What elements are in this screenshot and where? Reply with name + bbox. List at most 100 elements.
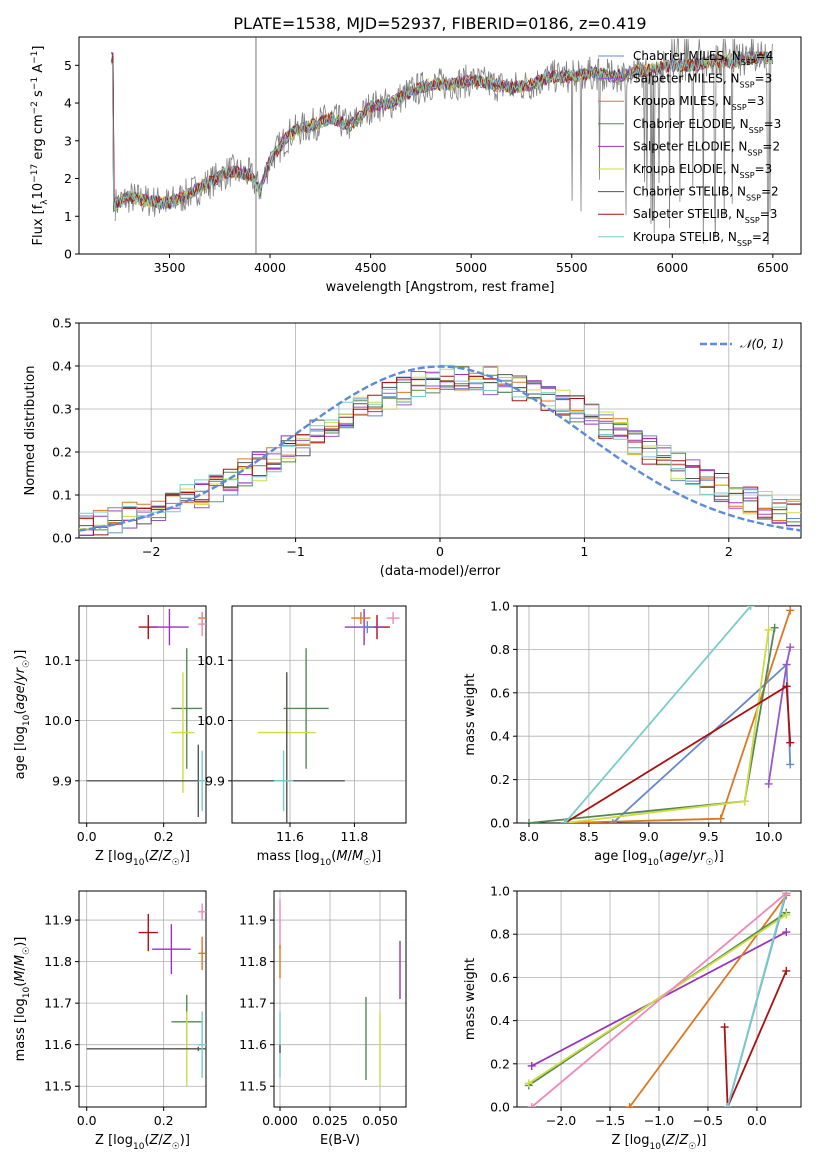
weight-marker	[770, 623, 779, 632]
x-tick-label: 5500	[556, 260, 588, 275]
x-tick-label: −0.5	[693, 1113, 723, 1128]
x-tick-label: 8.0	[519, 829, 539, 844]
label-part: yr	[13, 666, 28, 682]
y-tick-label: 10.0	[197, 713, 225, 728]
label-part: Z	[149, 849, 160, 864]
chart-massweight_vs_Z: −2.0 −1.5 −1.0 −0.5 0.0 0.0 0.2 0.4 0.6 0.8 1.0 Z […	[463, 884, 802, 1152]
legend-sub: SSP	[740, 171, 755, 180]
y-tick-label: 0.2	[52, 445, 72, 460]
weight-marker	[746, 606, 755, 610]
y-tick-label: 11.6	[44, 1037, 72, 1052]
x-tick-label: 0.2	[154, 1113, 174, 1128]
weight-marker	[786, 760, 795, 769]
legend-tail: =4	[756, 49, 774, 63]
y-tick-label: 0.6	[490, 685, 510, 700]
x-tick-label: −2.0	[546, 1113, 576, 1128]
legend-tail: =2	[761, 185, 779, 199]
x-axis-label: Z [log10(Z/Z☉)]	[95, 849, 190, 868]
chart-spectrum: 3500 4000 4500 5000 5500 6000 6500 0 1 2 3 4 5 wavele…	[30, 36, 802, 295]
plot-area	[86, 903, 206, 1087]
plot-area	[279, 899, 401, 1087]
legend-tail: =3	[747, 94, 765, 108]
x-tick-label: 5000	[455, 260, 487, 275]
y-axis-label: Normed distribution	[23, 366, 38, 496]
y-tick-label: 0	[64, 247, 72, 262]
y-tick-label: 9.9	[52, 773, 72, 788]
weight-marker	[786, 738, 795, 747]
label-part: age	[664, 849, 688, 864]
weight-line	[564, 606, 752, 823]
weight-marker	[527, 1061, 536, 1070]
x-axis-label: wavelength [Angstrom, rest frame]	[326, 280, 555, 295]
label-part: /	[158, 1133, 163, 1148]
label-part: A	[31, 64, 46, 77]
label-part: Z	[678, 1133, 689, 1148]
y-tick-label: 3	[64, 133, 72, 148]
axes-frame	[231, 605, 407, 824]
legend-sub: SSP	[747, 148, 762, 157]
legend-text: Salpeter STELIB, N	[633, 207, 745, 221]
label-part: 10	[22, 986, 32, 998]
y-tick-label: 11.8	[44, 954, 72, 969]
legend-text: Kroupa ELODIE, N	[633, 162, 740, 176]
legend-entry: Salpeter ELODIE, NSSP=2	[633, 139, 780, 157]
weight-marker	[740, 797, 749, 806]
legend-tail: =3	[760, 207, 778, 221]
y-axis-label: mass weight	[463, 673, 478, 755]
y-tick-label: 10.0	[44, 713, 72, 728]
label-part: Z	[149, 1133, 160, 1148]
weight-marker	[786, 643, 795, 652]
y-tick-label: 1.0	[490, 599, 510, 614]
legend-text: Chabrier STELIB, N	[633, 185, 746, 199]
y-tick-label: 5	[64, 58, 72, 73]
label-part: )]	[371, 849, 381, 864]
label-part: (	[661, 1133, 666, 1148]
label-part: ☉	[363, 858, 371, 868]
x-axis-label: (data-model)/error	[380, 564, 501, 579]
legend-tail: =3	[755, 72, 773, 86]
legend-sub: SSP	[741, 58, 756, 67]
label-part: Z	[162, 849, 173, 864]
legend-sub: SSP	[740, 80, 755, 89]
x-tick-label: 0.0	[77, 829, 97, 844]
label-part: (	[144, 849, 149, 864]
label-part: Z [log	[95, 849, 133, 864]
legend-tail: =2	[752, 230, 770, 244]
y-tick-label: 0.3	[52, 402, 72, 417]
weight-marker	[764, 625, 773, 634]
legend-entry: Chabrier ELODIE, NSSP=3	[633, 117, 781, 135]
x-tick-label: 4000	[254, 260, 286, 275]
label-part: −17	[30, 164, 40, 183]
y-tick-label: 0.4	[52, 359, 72, 374]
y-tick-label: 11.9	[44, 913, 72, 928]
label-part: /	[675, 1133, 680, 1148]
y-tick-label: 0.0	[52, 531, 72, 546]
label-part: /	[688, 849, 693, 864]
weight-line	[564, 684, 792, 823]
y-tick-label: 0.6	[490, 970, 510, 985]
label-part: yr	[692, 849, 708, 864]
x-tick-label: −1.0	[644, 1113, 674, 1128]
weight-marker	[625, 1103, 634, 1107]
label-part: Z [log	[95, 1133, 133, 1148]
legend-tail: =3	[764, 117, 782, 131]
legend-sub: SSP	[745, 216, 760, 225]
label-part: 10	[133, 1142, 145, 1152]
chart-mass_vs_ebv: 0.000 0.025 0.050 11.5 11.6 11.7 11.8 11.9 E(B-V…	[239, 890, 407, 1148]
label-part: λ	[40, 199, 50, 205]
weight-marker	[524, 819, 533, 823]
label-part: mass [log	[257, 849, 320, 864]
plot-area	[79, 364, 801, 536]
legend-entry: 𝒩(0, 1)	[740, 337, 784, 351]
label-part: s	[31, 90, 46, 101]
chart-age_vs_Z: 0.0 0.29.910.010.1Z [log10(Z/Z☉)]age [log…	[13, 605, 207, 868]
weight-line	[723, 970, 788, 1107]
y-tick-label: 1.0	[490, 884, 510, 899]
label-part: (	[144, 1133, 149, 1148]
y-tick-label: 0.4	[490, 1013, 510, 1028]
legend-entry: Chabrier MILES, NSSP=4	[633, 49, 773, 67]
x-tick-label: 0.0	[77, 1113, 97, 1128]
y-tick-label: 0.5	[52, 316, 72, 331]
legend-entry: Kroupa MILES, NSSP=3	[633, 94, 764, 112]
weight-line	[564, 629, 770, 823]
